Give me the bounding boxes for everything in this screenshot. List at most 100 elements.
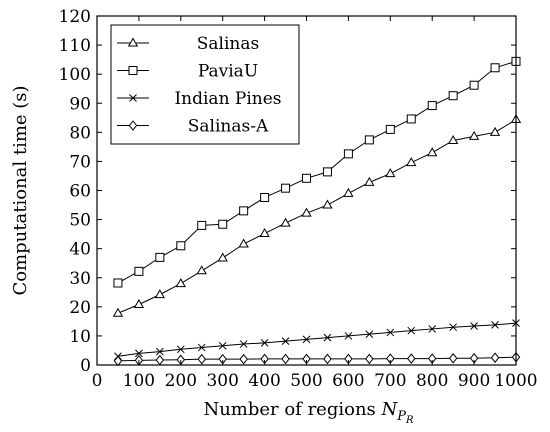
y-axis-title: Computational time (s) — [10, 85, 31, 295]
legend-item: Salinas-A — [117, 117, 269, 137]
x-tick-label: 500 — [290, 371, 322, 391]
legend-item: Salinas — [117, 34, 259, 54]
data-point — [155, 252, 165, 262]
data-point — [365, 330, 374, 339]
data-point — [135, 349, 143, 358]
legend-marker — [128, 120, 138, 131]
data-point — [469, 80, 479, 90]
data-point — [427, 147, 438, 157]
data-point — [302, 173, 311, 183]
data-point — [406, 157, 417, 167]
y-tick-label: 100 — [59, 65, 91, 85]
x-axis-symbol-subsub: R — [405, 415, 414, 426]
data-point — [175, 278, 186, 288]
legend-label: PaviaU — [198, 62, 258, 82]
data-point — [449, 323, 458, 332]
legend-item: PaviaU — [117, 62, 258, 82]
x-tick-label: 600 — [332, 371, 364, 391]
y-tick-label: 30 — [69, 269, 91, 289]
data-point — [218, 341, 227, 350]
data-point — [239, 206, 249, 216]
data-point — [407, 326, 416, 335]
data-point — [322, 167, 332, 177]
series-indian-pines — [114, 319, 520, 361]
data-point — [490, 352, 500, 364]
data-point — [113, 278, 123, 288]
data-point — [364, 176, 375, 186]
legend-label: Salinas-A — [188, 117, 269, 137]
data-point — [323, 333, 332, 342]
data-point — [385, 168, 396, 178]
data-point — [428, 325, 437, 333]
x-tick-label: 200 — [165, 371, 197, 391]
legend: Salinas PaviaU Indian Pines Salinas-A — [110, 24, 300, 145]
x-axis-symbol-sub: P — [396, 409, 406, 424]
legend-marker — [129, 94, 137, 102]
data-point — [112, 307, 124, 317]
legend-label: Salinas — [197, 34, 259, 54]
axis-ticks: 0 100 200 300 400 500 600 700 800 900 1000 0 10 20 30 4… — [59, 7, 538, 391]
data-point — [385, 124, 395, 134]
data-point — [447, 134, 459, 144]
data-point — [302, 335, 311, 344]
y-tick-label: 90 — [69, 94, 91, 114]
series-paviau — [113, 56, 521, 288]
data-point — [470, 322, 478, 330]
data-point — [281, 183, 291, 193]
data-point — [134, 266, 144, 276]
legend-box — [110, 24, 300, 145]
x-axis-symbol: N — [381, 399, 399, 420]
data-point — [113, 355, 123, 367]
data-point — [197, 220, 207, 230]
data-point — [407, 353, 416, 364]
y-tick-label: 0 — [80, 356, 91, 376]
x-tick-label: 800 — [416, 371, 448, 391]
x-tick-label: 0 — [92, 371, 103, 391]
x-axis-title: Number of regions NPR — [203, 399, 414, 426]
data-point — [448, 353, 458, 364]
legend-marker — [128, 66, 138, 75]
data-point — [364, 135, 374, 145]
y-tick-label: 120 — [59, 7, 91, 27]
data-point — [133, 299, 145, 309]
data-point — [323, 353, 332, 365]
y-tick-label: 70 — [69, 152, 91, 172]
x-tick-label: 1000 — [494, 371, 537, 391]
data-point — [155, 354, 165, 366]
data-point — [218, 219, 228, 229]
plot-marks — [112, 56, 522, 367]
data-point — [217, 252, 228, 262]
data-point — [281, 337, 290, 346]
data-point — [239, 340, 248, 348]
series-salinas-a — [113, 351, 521, 367]
data-point — [280, 217, 291, 227]
data-point — [490, 63, 500, 73]
data-point — [259, 228, 270, 238]
data-point — [468, 130, 480, 140]
data-point — [386, 328, 395, 337]
data-point — [281, 353, 290, 365]
x-tick-label: 100 — [123, 371, 155, 391]
data-point — [260, 192, 270, 202]
data-point — [238, 238, 249, 248]
legend-item: Indian Pines — [117, 89, 282, 109]
y-tick-label: 80 — [69, 123, 91, 143]
x-tick-label: 400 — [248, 371, 280, 391]
data-point — [427, 101, 437, 111]
y-tick-label: 10 — [69, 327, 91, 347]
data-point — [197, 353, 206, 365]
series-salinas — [112, 114, 522, 317]
x-tick-label: 300 — [206, 371, 238, 391]
data-point — [344, 332, 353, 340]
x-tick-label: 700 — [374, 371, 406, 391]
legend-marker — [127, 37, 139, 47]
y-tick-label: 110 — [59, 36, 91, 56]
data-point — [301, 207, 312, 217]
x-axis-title-text: Number of regions — [203, 399, 375, 420]
x-tick-label: 900 — [458, 371, 490, 391]
data-point — [197, 343, 206, 352]
legend-label: Indian Pines — [174, 89, 281, 109]
data-point — [343, 149, 353, 159]
data-point — [365, 353, 374, 365]
